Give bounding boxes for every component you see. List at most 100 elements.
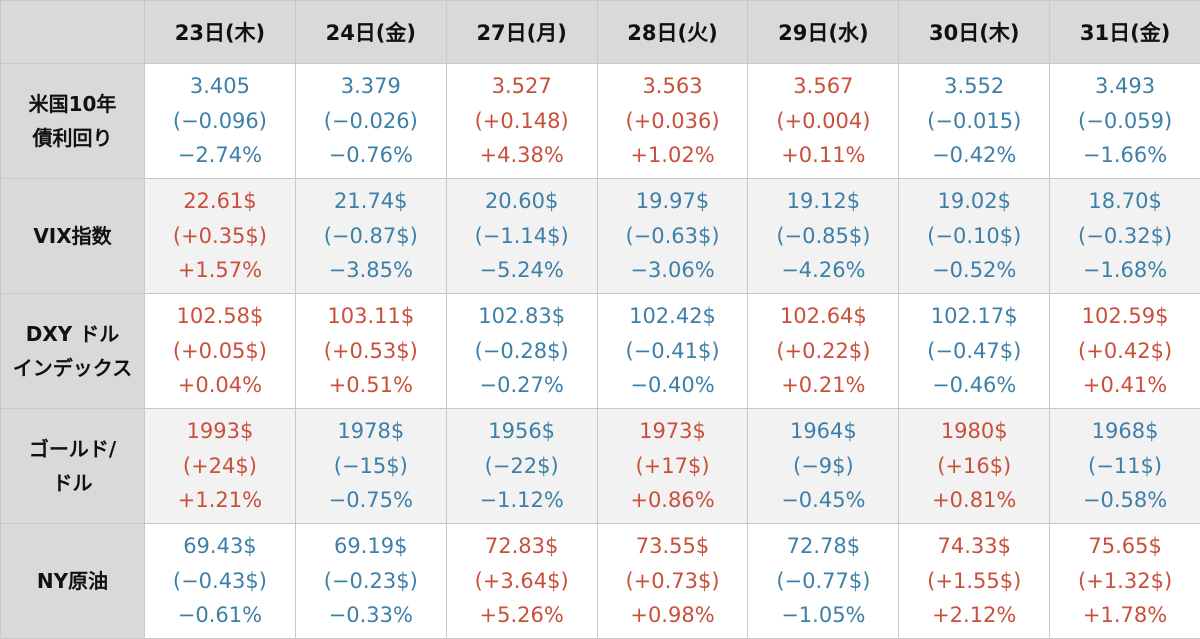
percent-change: −1.05% — [781, 603, 866, 628]
percent-change: −0.40% — [630, 373, 715, 398]
change-value: (−15$) — [333, 453, 408, 478]
change-value: (−0.41$) — [625, 338, 720, 363]
percent-change: −3.06% — [630, 258, 715, 283]
column-header: 30日(木) — [898, 0, 1051, 64]
change-value: (−0.015) — [927, 108, 1022, 133]
change-value: (+0.036) — [625, 108, 720, 133]
data-cell: 102.58$ (+0.05$) +0.04% — [144, 293, 296, 409]
price-value: 19.02$ — [937, 189, 1011, 214]
change-value: (+0.148) — [474, 108, 569, 133]
percent-change: −0.75% — [328, 488, 413, 513]
percent-change: −0.42% — [932, 143, 1017, 168]
change-value: (+3.64$) — [474, 568, 569, 593]
data-cell: 74.33$ (+1.55$) +2.12% — [898, 523, 1051, 639]
data-cell: 22.61$ (+0.35$) +1.57% — [144, 178, 296, 294]
data-cell: 19.12$ (−0.85$) −4.26% — [747, 178, 900, 294]
price-value: 3.405 — [189, 74, 250, 99]
data-cell: 75.65$ (+1.32$) +1.78% — [1049, 523, 1200, 639]
price-value: 75.65$ — [1088, 534, 1162, 559]
price-value: 72.83$ — [484, 534, 559, 559]
price-value: 102.17$ — [930, 304, 1018, 329]
data-cell: 3.552 (−0.015) −0.42% — [898, 63, 1051, 179]
change-value: (+24$) — [182, 453, 257, 478]
percent-change: +0.41% — [1082, 373, 1168, 398]
price-value: 103.11$ — [327, 304, 415, 329]
price-value: 102.83$ — [478, 304, 566, 329]
row-header: VIX指数 — [0, 178, 145, 294]
price-value: 18.70$ — [1088, 189, 1162, 214]
row-label-line: 米国10年 — [28, 92, 117, 116]
price-value: 1964$ — [789, 419, 857, 444]
percent-change: +0.04% — [177, 373, 263, 398]
change-value: (+0.42$) — [1078, 338, 1173, 363]
price-value: 1993$ — [186, 419, 254, 444]
price-value: 74.33$ — [937, 534, 1011, 559]
data-cell: 3.563 (+0.036) +1.02% — [596, 63, 749, 179]
change-value: (−1.14$) — [474, 223, 569, 248]
price-value: 73.55$ — [635, 534, 710, 559]
percent-change: +1.57% — [177, 258, 263, 283]
row-header: ゴールド/ドル — [0, 408, 145, 524]
row-label-line: ドル — [52, 471, 93, 495]
column-header: 24日(金) — [294, 0, 447, 64]
percent-change: +0.81% — [932, 488, 1017, 513]
header-row: 23日(木) 24日(金) 27日(月) 28日(火) 29日(水) 30日(木… — [0, 0, 1200, 64]
price-value: 3.552 — [944, 74, 1005, 99]
percent-change: −0.45% — [781, 488, 866, 513]
percent-change: +4.38% — [479, 143, 564, 168]
column-header: 23日(木) — [144, 0, 296, 64]
change-value: (+0.05$) — [172, 338, 267, 363]
percent-change: −1.66% — [1082, 143, 1168, 168]
price-value: 3.527 — [491, 74, 552, 99]
change-value: (−0.059) — [1078, 108, 1173, 133]
row-label-line: NY原油 — [36, 569, 109, 593]
change-value: (−0.63$) — [625, 223, 720, 248]
table-row: NY原油 69.43$ (−0.43$) −0.61% 69.19$ (−0.23$) −0… — [0, 523, 1200, 639]
percent-change: +1.21% — [177, 488, 263, 513]
price-value: 3.563 — [642, 74, 703, 99]
percent-change: +0.11% — [781, 143, 866, 168]
percent-change: +2.12% — [932, 603, 1017, 628]
data-cell: 19.97$ (−0.63$) −3.06% — [596, 178, 749, 294]
change-value: (+0.004) — [776, 108, 871, 133]
change-value: (−9$) — [793, 453, 854, 478]
data-cell: 102.64$ (+0.22$) +0.21% — [747, 293, 900, 409]
change-value: (+16$) — [937, 453, 1012, 478]
data-cell: 102.59$ (+0.42$) +0.41% — [1049, 293, 1200, 409]
price-value: 1980$ — [940, 419, 1008, 444]
change-value: (−0.096) — [172, 108, 267, 133]
price-value: 1973$ — [639, 419, 706, 444]
data-cell: 73.55$ (+0.73$) +0.98% — [596, 523, 749, 639]
data-cell: 1978$ (−15$) −0.75% — [294, 408, 447, 524]
table-row: 米国10年債利回り 3.405 (−0.096) −2.74% 3.379 (−0.026… — [0, 63, 1200, 179]
percent-change: −0.27% — [479, 373, 564, 398]
percent-change: +1.78% — [1082, 603, 1168, 628]
price-value: 19.12$ — [786, 189, 861, 214]
change-value: (−0.87$) — [323, 223, 418, 248]
change-value: (+0.35$) — [172, 223, 267, 248]
price-value: 19.97$ — [635, 189, 710, 214]
data-cell: 3.493 (−0.059) −1.66% — [1049, 63, 1200, 179]
data-cell: 69.43$ (−0.43$) −0.61% — [144, 523, 296, 639]
data-cell: 3.405 (−0.096) −2.74% — [144, 63, 296, 179]
data-cell: 20.60$ (−1.14$) −5.24% — [445, 178, 598, 294]
row-label-line: 債利回り — [32, 126, 113, 150]
data-cell: 102.17$ (−0.47$) −0.46% — [898, 293, 1051, 409]
data-cell: 18.70$ (−0.32$) −1.68% — [1049, 178, 1200, 294]
percent-change: +0.98% — [630, 603, 715, 628]
percent-change: −5.24% — [479, 258, 564, 283]
row-header: NY原油 — [0, 523, 145, 639]
row-label-line: ゴールド/ — [28, 437, 117, 461]
percent-change: −2.74% — [177, 143, 263, 168]
price-value: 72.78$ — [786, 534, 861, 559]
price-value: 1968$ — [1091, 419, 1159, 444]
change-value: (+0.22$) — [776, 338, 871, 363]
data-cell: 3.379 (−0.026) −0.76% — [294, 63, 447, 179]
price-value: 102.58$ — [176, 304, 264, 329]
percent-change: +0.86% — [630, 488, 715, 513]
data-cell: 3.567 (+0.004) +0.11% — [747, 63, 900, 179]
price-value: 21.74$ — [334, 189, 408, 214]
percent-change: −3.85% — [328, 258, 413, 283]
percent-change: +0.21% — [781, 373, 866, 398]
change-value: (−0.23$) — [323, 568, 418, 593]
